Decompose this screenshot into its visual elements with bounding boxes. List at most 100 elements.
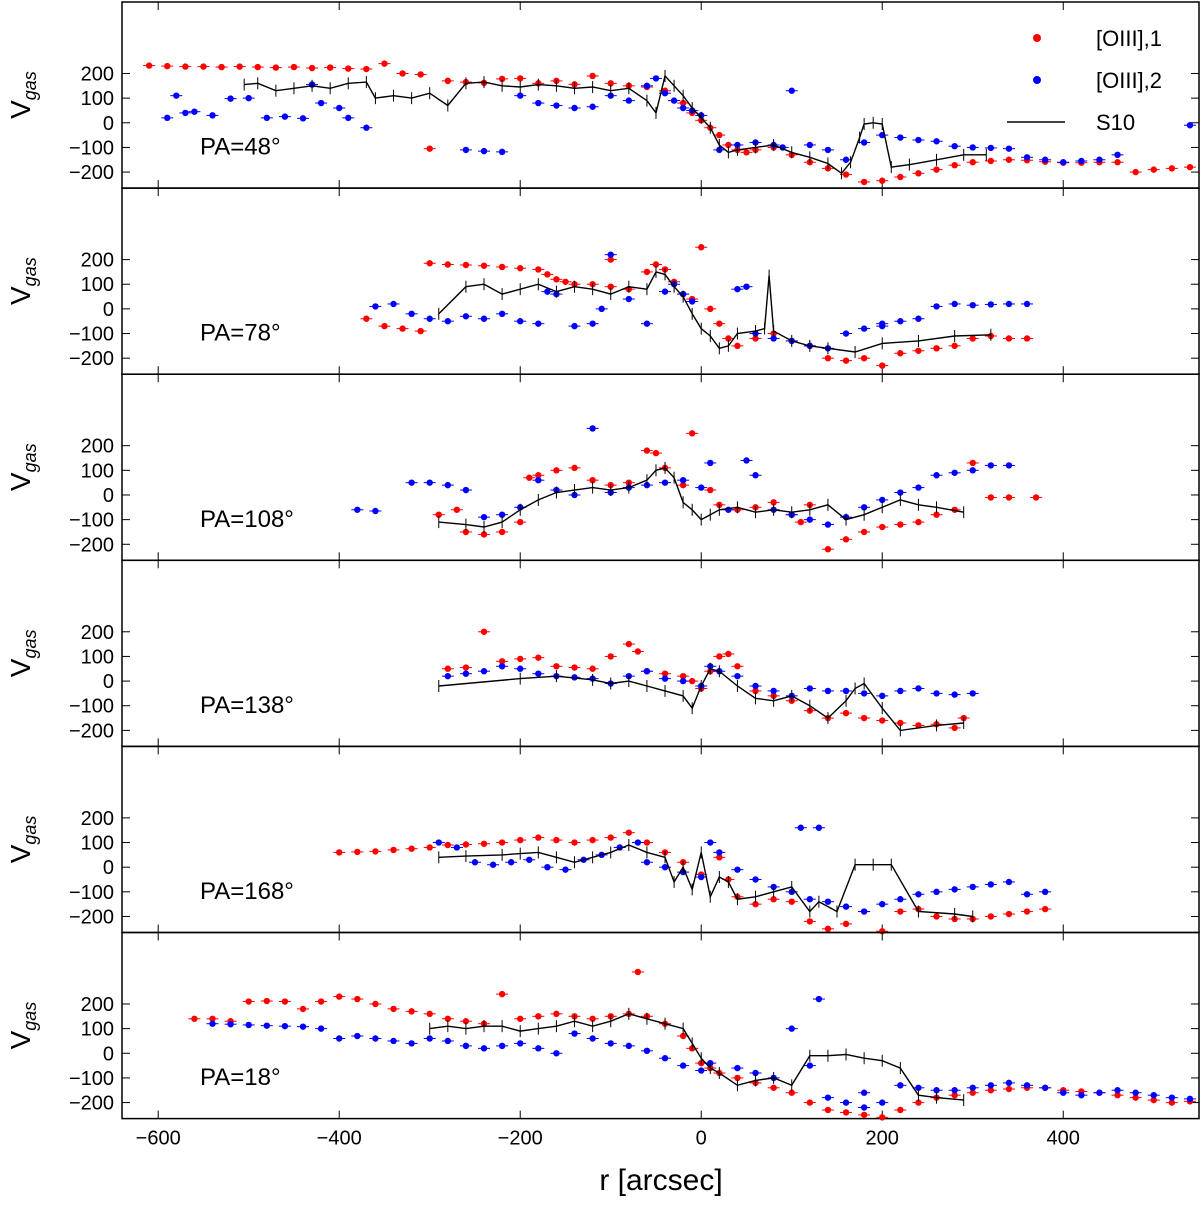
oiii2-point — [245, 94, 252, 102]
oiii2-point — [589, 320, 596, 327]
y-tick-label: −100 — [69, 137, 114, 159]
y-axis-label-subscript: gas — [20, 443, 40, 472]
oiii1-point — [200, 63, 207, 70]
oiii1-point — [363, 65, 370, 73]
y-axis-label: Vgas — [5, 443, 40, 491]
oiii1-point — [842, 171, 850, 178]
oiii2-point — [526, 856, 533, 863]
oiii2-point — [607, 251, 614, 258]
oiii2-point — [643, 1047, 651, 1055]
oiii1-point — [987, 1087, 995, 1094]
oiii2-point — [1168, 1094, 1176, 1101]
oiii1-point — [1041, 905, 1049, 913]
oiii1-point — [426, 1010, 433, 1018]
oiii2-point — [860, 504, 868, 511]
oiii2-point — [372, 303, 379, 310]
s10-line — [244, 74, 987, 175]
oiii1-point — [498, 528, 506, 536]
oiii1-point — [571, 464, 578, 472]
oiii1-point — [698, 244, 705, 251]
oiii2-point — [1114, 151, 1121, 159]
oiii1-point — [517, 75, 524, 82]
oiii1-point — [634, 968, 642, 976]
oiii2-point — [770, 687, 777, 695]
oiii2-point — [806, 141, 814, 149]
oiii2-point — [987, 1082, 995, 1089]
oiii1-point — [607, 80, 614, 87]
oiii1-point — [553, 467, 560, 474]
oiii1-point — [498, 75, 506, 83]
oiii1-point — [951, 724, 958, 732]
x-tick-label: 200 — [866, 1128, 899, 1150]
oiii1-point — [272, 64, 280, 71]
oiii1-point — [317, 998, 325, 1005]
oiii1-point — [535, 834, 542, 841]
oiii1-point — [1150, 1096, 1157, 1104]
oiii2-point — [1005, 462, 1013, 469]
oiii2-point — [354, 506, 361, 513]
oiii2-point — [571, 322, 578, 330]
oiii1-point — [326, 64, 334, 71]
oiii1-point — [408, 1008, 415, 1015]
oiii1-point — [218, 63, 225, 71]
oiii2-point — [571, 104, 578, 112]
oiii2-point — [535, 99, 542, 107]
y-tick-label: −200 — [69, 720, 114, 742]
oiii1-point — [1186, 163, 1194, 171]
oiii2-point — [1096, 156, 1103, 163]
y-tick-label: 100 — [81, 1019, 114, 1041]
oiii1-point — [842, 1109, 850, 1116]
oiii2-point — [1023, 1082, 1031, 1089]
oiii1-point — [652, 449, 660, 457]
oiii2-point — [716, 849, 723, 856]
oiii1-point — [897, 908, 904, 915]
oiii2-point — [951, 300, 958, 308]
oiii1-point — [679, 672, 687, 680]
oiii2-point — [806, 896, 814, 903]
oiii1-point — [969, 459, 976, 467]
oiii1-point — [842, 357, 850, 364]
oiii2-point — [842, 903, 850, 910]
oiii2-point — [806, 516, 814, 523]
oiii1-point — [480, 531, 488, 538]
oiii1-point — [462, 1018, 470, 1025]
oiii2-point — [969, 144, 976, 151]
oiii2-point — [571, 1030, 578, 1037]
oiii1-point — [417, 327, 424, 335]
oiii1-point — [716, 320, 723, 327]
oiii1-point — [897, 521, 904, 528]
oiii1-point — [498, 658, 506, 665]
oiii1-point — [453, 506, 461, 513]
oiii2-point — [182, 109, 189, 117]
oiii1-point — [716, 131, 723, 139]
oiii2-point — [969, 467, 976, 474]
oiii2-point — [1078, 1091, 1085, 1099]
oiii2-point — [263, 1022, 271, 1029]
oiii1-point — [643, 268, 651, 276]
oiii2-point — [408, 310, 415, 318]
legend: [OIII],1 [OIII],2 S10 — [1007, 26, 1162, 135]
oiii2-point — [824, 898, 832, 905]
oiii2-point — [897, 489, 904, 496]
oiii1-point — [897, 1106, 904, 1114]
y-tick-label: 100 — [81, 646, 114, 668]
oiii1-point — [399, 70, 406, 77]
oiii1-point — [652, 261, 660, 268]
oiii2-point — [661, 675, 669, 682]
oiii1-point — [879, 177, 886, 184]
oiii2-point — [426, 479, 433, 486]
y-tick-label: 200 — [81, 808, 114, 830]
oiii1-point — [770, 896, 777, 903]
oiii1-point — [553, 1010, 560, 1018]
oiii2-point — [444, 481, 452, 489]
oiii2-point — [933, 1087, 940, 1094]
oiii1-point — [462, 528, 470, 536]
oiii1-point — [625, 640, 633, 648]
oiii2-point — [679, 104, 687, 112]
y-tick-label: −200 — [69, 906, 114, 928]
y-tick-label: 0 — [103, 671, 114, 693]
oiii1-point — [517, 1015, 524, 1022]
oiii1-point — [951, 1091, 958, 1099]
